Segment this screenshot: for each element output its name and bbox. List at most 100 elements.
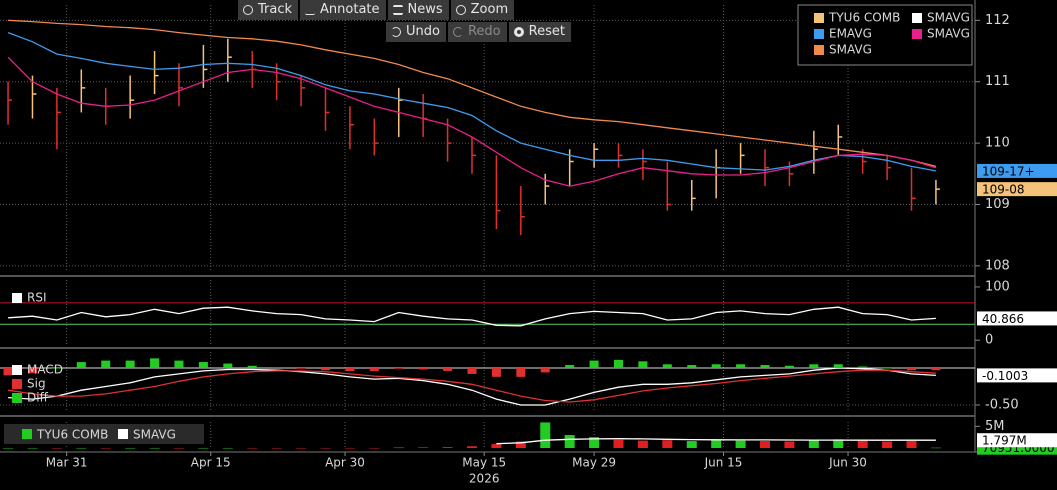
bar [369,447,380,449]
undo-button[interactable]: Undo [386,22,446,42]
legend-swatch [814,13,824,23]
toolbar: Track Annotate News Zoom [238,0,515,20]
year-label: 2026 [469,472,500,486]
bar [173,447,184,449]
legend-label: SMAVG [829,43,872,57]
y-tick-label: 110 [985,136,1010,151]
bar [613,439,624,448]
bar [614,359,624,368]
legend-swatch [12,393,22,403]
redo-button[interactable]: Redo [447,22,507,42]
bar [857,440,868,448]
legend-label: MACD [27,363,63,377]
bar [272,367,282,368]
bar [418,367,428,370]
bar [52,367,62,369]
bar [736,364,746,368]
legend-swatch [912,29,922,39]
bar [247,447,258,449]
bar [662,440,673,448]
button-label: Reset [528,24,565,39]
bar [907,367,917,371]
legend-label: SMAVG [927,11,970,25]
y-tick-label: -0.50 [985,397,1019,412]
value-label: 1.797M [982,434,1027,448]
bar [882,367,892,369]
bar [930,447,941,449]
bar [198,447,209,449]
bar [711,439,722,448]
bar [198,362,208,368]
y-tick-label: 5M [985,419,1005,434]
value-label: 109-08 [982,183,1025,197]
bar [125,360,135,368]
legend-swatch [12,293,22,303]
bar [394,367,404,369]
bar [369,367,379,371]
bar [491,367,501,377]
legend-label: EMAVG [829,27,872,41]
x-tick-label: May 15 [462,456,506,470]
bar [638,361,648,368]
y-tick-label: 108 [985,258,1010,273]
button-label: Zoom [470,2,509,17]
bar [466,446,477,448]
bar [467,367,477,374]
bar [784,365,794,368]
button-label: Annotate [320,2,380,17]
bar [320,367,330,371]
legend-swatch [22,429,32,439]
value-label-box [977,368,1057,383]
bar [100,447,111,449]
series-line [8,367,936,406]
track-button[interactable]: Track [238,0,299,20]
value-label: 109-17+ [982,164,1035,178]
annotate-button[interactable]: Annotate [300,0,386,20]
bar [760,441,771,448]
bar [833,364,843,368]
legend-box [4,424,204,444]
bar [76,362,86,368]
series-line [496,438,936,445]
bar [833,439,844,448]
series-line [8,369,936,403]
legend-label: Sig [27,377,46,391]
bar [686,441,697,448]
reset-button[interactable]: Reset [508,22,571,42]
value-label-box [977,433,1057,448]
bar [565,365,575,368]
bar [589,437,600,448]
legend-swatch [814,29,824,39]
bar [515,441,526,448]
bar [3,447,14,449]
bar [443,367,453,371]
bar [344,447,355,449]
bar [931,367,941,371]
bar [858,366,868,368]
legend-swatch [814,45,824,55]
bar [809,364,819,368]
bar [76,447,87,449]
bar [27,447,38,449]
bar [27,367,37,374]
bar [150,358,160,368]
bar [711,364,721,368]
legend-swatch [12,365,22,375]
bar [3,367,13,376]
y-tick-label: 100 [985,279,1010,294]
zoom-button[interactable]: Zoom [450,0,515,20]
bar [125,447,136,449]
legend-label: TYU6 COMB [828,11,900,25]
bar [222,447,233,449]
legend-label: SMAVG [927,27,970,41]
bar [540,367,550,373]
series-line [7,31,937,172]
bar [882,441,893,448]
news-button[interactable]: News [387,0,449,20]
legend-label: Diff [27,391,49,405]
value-label-box [977,163,1057,178]
bar [51,447,62,449]
legend-swatch [118,429,128,439]
